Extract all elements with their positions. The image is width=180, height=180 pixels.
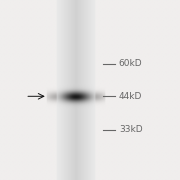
Text: 60kD: 60kD (119, 59, 142, 68)
Text: 33kD: 33kD (119, 125, 142, 134)
Text: 44kD: 44kD (119, 92, 142, 101)
